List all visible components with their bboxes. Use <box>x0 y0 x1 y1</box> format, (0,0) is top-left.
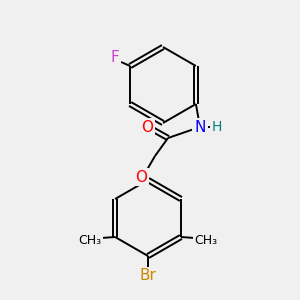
Text: CH₃: CH₃ <box>79 233 102 247</box>
Text: O: O <box>141 119 153 134</box>
Text: N: N <box>194 119 206 134</box>
Text: CH₃: CH₃ <box>194 233 218 247</box>
Text: F: F <box>111 50 119 65</box>
Text: O: O <box>135 169 147 184</box>
Text: H: H <box>212 120 222 134</box>
Text: Br: Br <box>140 268 156 284</box>
